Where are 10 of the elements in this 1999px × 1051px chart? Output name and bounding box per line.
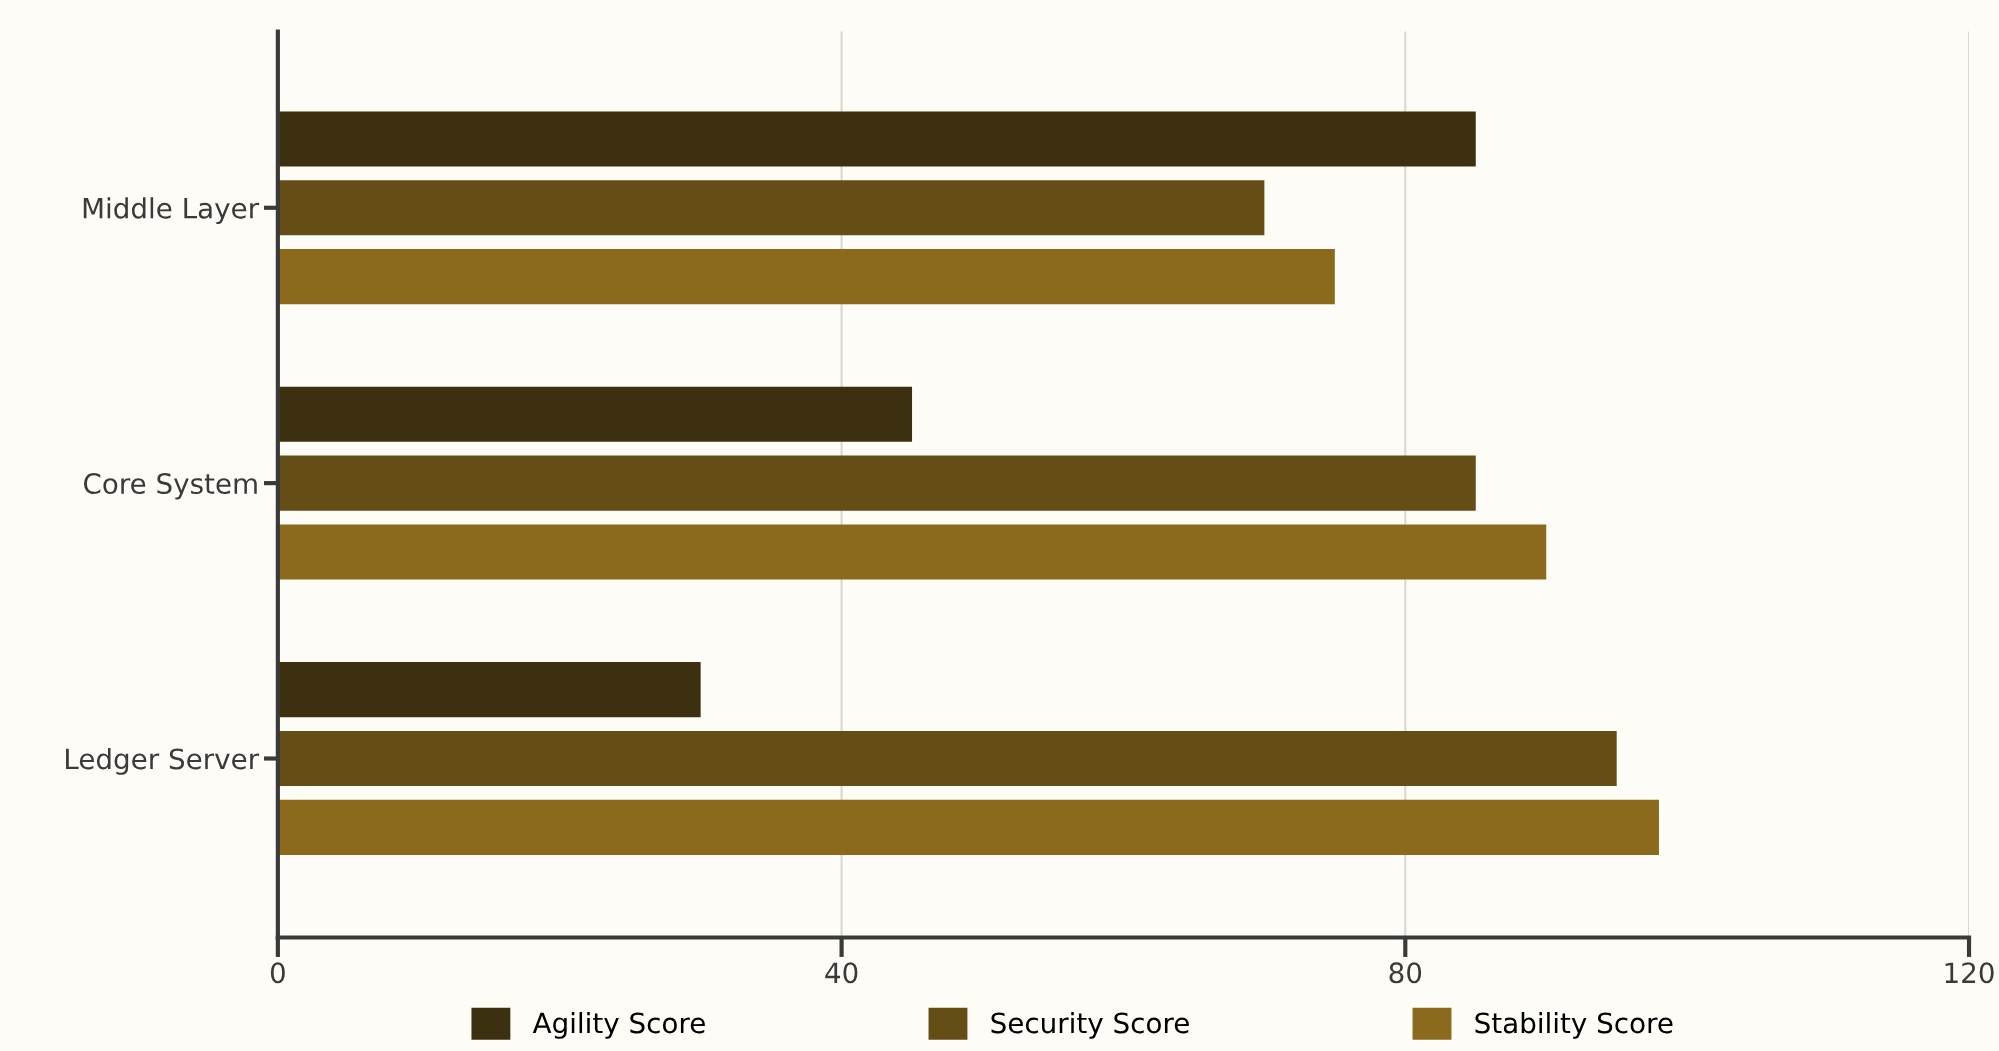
legend-label: Agility Score [532, 1011, 705, 1039]
y-tick-label: Ledger Server [66, 747, 260, 775]
x-tick-label: 40 [825, 962, 858, 984]
y-tick-label: Core System [83, 473, 257, 500]
y-tick-label: Middle Layer [83, 197, 260, 225]
legend-label: Stability Score [1475, 1011, 1673, 1039]
x-tick-label: 0 [270, 962, 285, 984]
x-tick-label: 80 [1389, 962, 1422, 984]
legend-label: Security Score [991, 1011, 1189, 1039]
x-tick-label: 120 [1945, 962, 1994, 984]
